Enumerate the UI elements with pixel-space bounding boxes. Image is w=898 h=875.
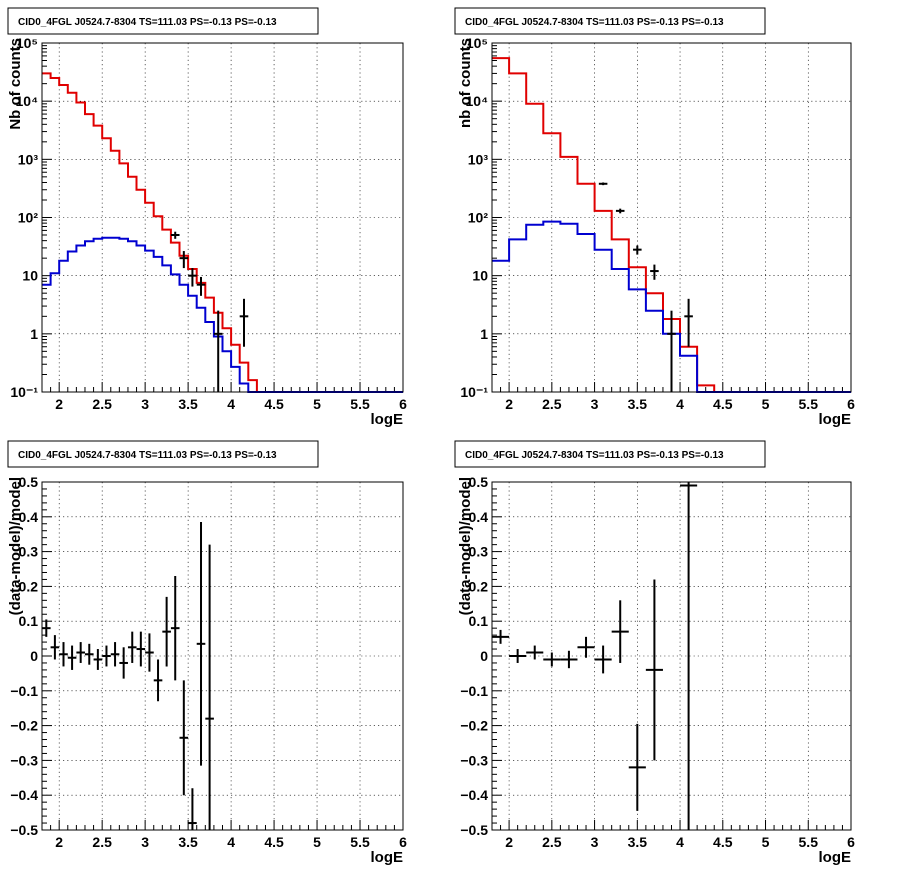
y-tick-label: 0.3 — [19, 544, 39, 560]
x-tick-label: 6 — [847, 396, 855, 412]
x-tick-label: 4 — [227, 396, 235, 412]
x-tick-label: 3 — [591, 396, 599, 412]
x-tick-label: 3 — [141, 396, 149, 412]
x-tick-label: 4.5 — [713, 396, 733, 412]
x-tick-label: 5.5 — [799, 834, 819, 850]
x-tick-label: 2 — [505, 834, 513, 850]
x-tick-label: 4 — [227, 834, 235, 850]
x-tick-label: 2.5 — [542, 396, 562, 412]
chart-title: CID0_4FGL J0524.7-8304 TS=111.03 PS=-0.1… — [465, 17, 724, 28]
plot-frame — [41, 42, 404, 393]
y-axis-label: (data-model)/model — [7, 477, 24, 615]
panel-counts-left: CID0_4FGL J0524.7-8304 TS=111.03 PS=-0.1… — [7, 7, 407, 428]
y-tick-label: −0.3 — [460, 752, 488, 768]
x-tick-label: 5 — [313, 396, 321, 412]
title-box — [454, 440, 766, 468]
y-tick-label: 0.2 — [469, 578, 489, 594]
y-axis-label: (data-model)/model — [457, 477, 474, 615]
y-tick-label: −0.4 — [10, 787, 38, 803]
y-tick-label: −0.2 — [10, 718, 38, 734]
y-tick-label: 0.1 — [19, 613, 39, 629]
y-tick-label: −0.5 — [460, 822, 488, 838]
x-tick-label: 4 — [676, 396, 684, 412]
x-axis-label: logE — [819, 849, 852, 866]
x-tick-label: 5.5 — [350, 396, 370, 412]
y-axis-label: nb of counts — [457, 38, 474, 128]
y-tick-label: 10 — [472, 268, 488, 284]
x-tick-label: 5 — [313, 834, 321, 850]
y-tick-label: 10 — [22, 268, 38, 284]
x-tick-label: 2 — [55, 396, 63, 412]
y-tick-label: 10³ — [468, 151, 489, 167]
x-tick-label: 5 — [762, 834, 770, 850]
chart-title: CID0_4FGL J0524.7-8304 TS=111.03 PS=-0.1… — [465, 450, 724, 461]
x-tick-label: 5 — [762, 396, 770, 412]
y-tick-label: 0.2 — [19, 578, 39, 594]
x-tick-label: 4.5 — [713, 834, 733, 850]
x-tick-label: 3 — [141, 834, 149, 850]
y-tick-label: 1 — [480, 326, 488, 342]
y-tick-label: 10² — [468, 210, 489, 226]
x-tick-label: 4.5 — [264, 834, 284, 850]
x-tick-label: 5.5 — [350, 834, 370, 850]
title-box — [454, 7, 766, 35]
y-tick-label: 0.4 — [19, 509, 39, 525]
x-tick-label: 2.5 — [92, 834, 112, 850]
y-tick-label: 10² — [18, 210, 39, 226]
y-tick-label: 0.1 — [469, 613, 489, 629]
panel-residuals-right: CID0_4FGL J0524.7-8304 TS=111.03 PS=-0.1… — [454, 440, 855, 866]
panel-residuals-left: CID0_4FGL J0524.7-8304 TS=111.03 PS=-0.1… — [7, 440, 407, 866]
chart-title: CID0_4FGL J0524.7-8304 TS=111.03 PS=-0.1… — [18, 450, 277, 461]
y-tick-label: 10⁻¹ — [460, 384, 488, 400]
x-tick-label: 4 — [676, 834, 684, 850]
x-tick-label: 6 — [847, 834, 855, 850]
plot-frame — [491, 42, 852, 393]
y-tick-label: 0.5 — [19, 474, 39, 490]
y-tick-label: 0.4 — [469, 509, 489, 525]
y-tick-label: −0.1 — [460, 683, 488, 699]
title-box — [7, 440, 319, 468]
x-tick-label: 5.5 — [799, 396, 819, 412]
x-tick-label: 4.5 — [264, 396, 284, 412]
y-tick-label: 0.5 — [469, 474, 489, 490]
x-tick-label: 3.5 — [178, 396, 198, 412]
y-tick-label: 1 — [30, 326, 38, 342]
y-tick-label: −0.3 — [10, 752, 38, 768]
x-tick-label: 2.5 — [92, 396, 112, 412]
y-tick-label: 10⁵ — [466, 35, 488, 51]
x-tick-label: 3.5 — [628, 834, 648, 850]
y-tick-label: −0.4 — [460, 787, 488, 803]
y-tick-label: −0.1 — [10, 683, 38, 699]
x-tick-label: 3.5 — [178, 834, 198, 850]
y-tick-label: 10³ — [18, 151, 39, 167]
title-box — [7, 7, 319, 35]
x-axis-label: logE — [371, 411, 404, 428]
x-tick-label: 2.5 — [542, 834, 562, 850]
y-tick-label: −0.2 — [460, 718, 488, 734]
y-tick-label: 10⁻¹ — [10, 384, 38, 400]
panel-counts-right: CID0_4FGL J0524.7-8304 TS=111.03 PS=-0.1… — [454, 7, 855, 428]
plot-frame — [491, 481, 852, 831]
y-tick-label: 0.3 — [469, 544, 489, 560]
y-tick-label: −0.5 — [10, 822, 38, 838]
y-tick-label: 0 — [30, 648, 38, 664]
x-tick-label: 2 — [55, 834, 63, 850]
x-tick-label: 6 — [399, 396, 407, 412]
x-axis-label: logE — [819, 411, 852, 428]
x-tick-label: 6 — [399, 834, 407, 850]
y-tick-label: 10⁴ — [466, 93, 489, 109]
x-axis-label: logE — [371, 849, 404, 866]
y-tick-label: 10⁴ — [16, 93, 39, 109]
y-tick-label: 0 — [480, 648, 488, 664]
plot-frame — [41, 481, 404, 831]
x-tick-label: 3 — [591, 834, 599, 850]
y-tick-label: 10⁵ — [16, 35, 38, 51]
y-axis-label: Nb of counts — [7, 38, 24, 130]
x-tick-label: 2 — [505, 396, 513, 412]
x-tick-label: 3.5 — [628, 396, 648, 412]
chart-title: CID0_4FGL J0524.7-8304 TS=111.03 PS=-0.1… — [18, 17, 277, 28]
